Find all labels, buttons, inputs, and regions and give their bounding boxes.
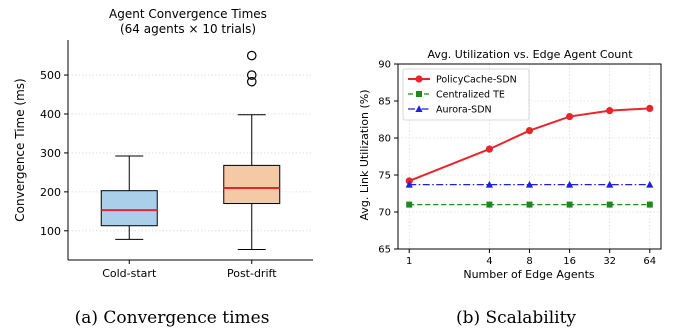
line-x-tick-label: 64	[643, 256, 656, 267]
legend-label: Centralized TE	[436, 90, 505, 101]
series-point	[646, 180, 654, 188]
series-point	[646, 201, 653, 208]
legend-label: PolicyCache-SDN	[436, 75, 517, 86]
line-chart-title: Avg. Utilization vs. Edge Agent Count	[427, 48, 633, 61]
legend-swatch-marker	[416, 91, 422, 97]
line-x-tick-label: 1	[406, 256, 412, 267]
caption-b: (b) Scalability	[456, 308, 576, 328]
line-chart-panel: Avg. Utilization vs. Edge Agent Count 65…	[358, 48, 662, 328]
line-x-tick-label: 32	[603, 256, 616, 267]
line-y-tick-label: 85	[378, 97, 391, 108]
box-chart-title: Agent Convergence Times	[109, 7, 267, 21]
legend-swatch-marker	[415, 105, 423, 112]
box-axes: 100 200 300 400 500 Cold-start Post-drift	[40, 40, 313, 280]
box-iqr	[100, 190, 158, 227]
series-point	[406, 201, 413, 208]
box-plot-panel: Agent Convergence Times (64 agents × 10 …	[13, 7, 313, 328]
series-point	[646, 104, 654, 112]
box-y-tick-label: 400	[40, 108, 61, 121]
line-legend: PolicyCache-SDN Centralized TE Aurora-SDN	[402, 68, 530, 121]
line-y-tick-label: 80	[378, 134, 391, 145]
box-y-tick-label: 200	[40, 186, 61, 199]
series-line	[408, 107, 650, 182]
series-point	[525, 180, 534, 188]
series-point	[486, 201, 493, 208]
line-marks	[405, 104, 654, 208]
legend-box	[402, 68, 530, 121]
series-point	[525, 127, 534, 135]
series-point	[566, 201, 573, 208]
line-x-tick-label: 8	[526, 256, 532, 267]
box-x-tick-label: Cold-start	[102, 267, 157, 280]
box-outlier	[246, 50, 257, 61]
series-point	[405, 180, 413, 188]
box-outlier	[246, 70, 257, 80]
line-plot-frame	[397, 63, 662, 250]
series-point	[606, 201, 613, 208]
box-y-tick-label: 300	[40, 147, 61, 160]
series-point	[606, 107, 614, 115]
box-y-tick-label: 100	[40, 225, 61, 238]
series-point	[485, 145, 494, 153]
line-y-axis-label: Avg. Link Utilization (%)	[358, 89, 371, 220]
legend-swatch-marker	[415, 75, 423, 83]
series-point	[606, 180, 614, 188]
series-point	[565, 180, 574, 188]
box-iqr	[223, 164, 281, 205]
box-y-tick-label: 500	[40, 69, 61, 82]
box-x-tick-label: Post-drift	[227, 267, 277, 280]
line-y-tick-label: 90	[378, 60, 391, 71]
line-axes: 65 70 75 80 85 90 1 4 8 16 32 64	[378, 60, 662, 267]
box-chart-subtitle: (64 agents × 10 trials)	[120, 22, 256, 36]
line-x-tick-label: 16	[563, 256, 576, 267]
line-y-tick-label: 75	[378, 171, 391, 182]
box-y-axis-label: Convergence Time (ms)	[13, 78, 27, 221]
box-marks	[100, 50, 281, 250]
series-point	[565, 112, 574, 121]
line-y-tick-label: 70	[378, 208, 391, 219]
line-x-tick-label: 4	[486, 256, 492, 267]
line-x-axis-label: Number of Edge Agents	[463, 268, 595, 281]
caption-a: (a) Convergence times	[75, 308, 270, 328]
line-y-tick-label: 65	[378, 245, 391, 256]
box-outlier	[246, 76, 257, 87]
line-grid	[398, 63, 661, 250]
legend-label: Aurora-SDN	[436, 105, 492, 116]
series-point	[526, 201, 533, 208]
series-point	[485, 180, 494, 188]
